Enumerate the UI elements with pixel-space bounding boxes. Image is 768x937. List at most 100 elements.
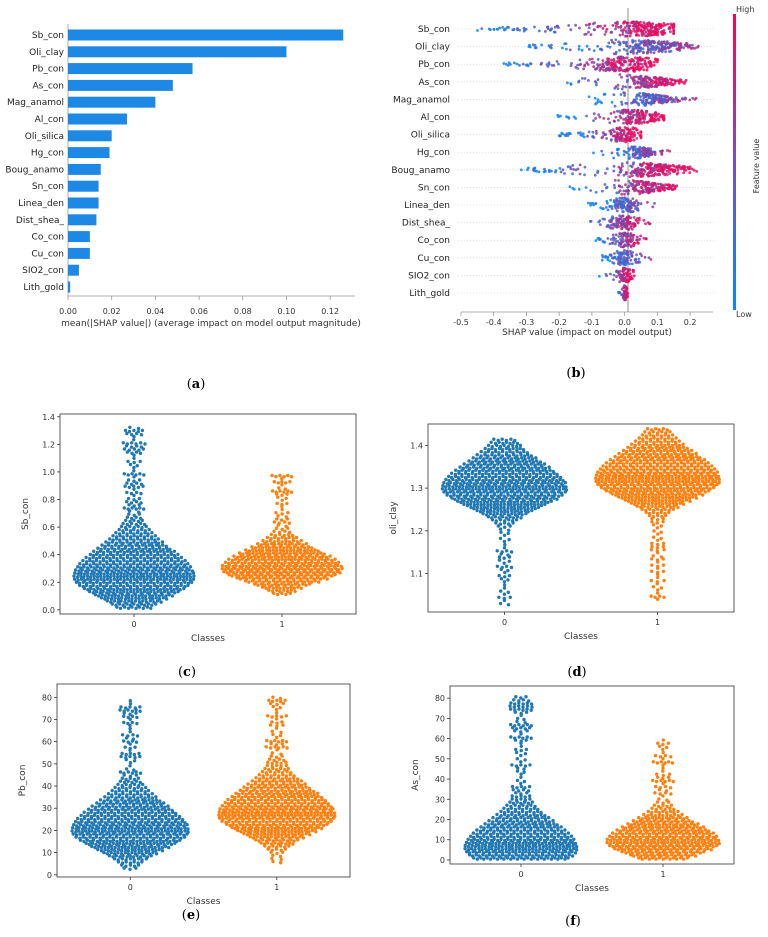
swarm-point: [135, 572, 139, 576]
swarm-point: [171, 577, 176, 581]
swarm-point: [282, 475, 286, 479]
swarm-point: [301, 543, 305, 547]
swarm-point: [493, 454, 497, 458]
swarm-point: [126, 478, 131, 482]
swarm-point: [192, 574, 196, 578]
swarm-point: [669, 487, 673, 491]
swarm-point: [270, 489, 275, 493]
swarm-point: [146, 581, 150, 586]
swarm-point: [710, 477, 715, 482]
swarm-point: [506, 568, 510, 573]
swarm-point: [479, 463, 483, 467]
shap-point: [603, 92, 607, 96]
shap-point: [612, 223, 616, 227]
swarm-point: [268, 552, 272, 556]
swarm-point: [496, 457, 500, 461]
swarm-point: [108, 563, 113, 567]
swarm-point: [310, 555, 315, 559]
swarm-point: [172, 588, 176, 592]
swarm-point: [129, 557, 133, 561]
swarm-point: [610, 480, 615, 485]
swarm-point: [514, 444, 519, 449]
swarm-point: [132, 456, 136, 460]
swarm-point: [142, 507, 146, 511]
shap-point: [623, 94, 626, 97]
shap-point: [631, 174, 634, 178]
swarm-point: [103, 597, 107, 601]
swarm-point: [676, 505, 680, 510]
swarm-point: [499, 463, 504, 467]
swarm-point: [540, 482, 544, 486]
swarm-point: [676, 490, 680, 494]
shap-point: [681, 166, 685, 170]
swarm-point: [538, 460, 543, 464]
shap-point: [641, 174, 644, 178]
swarm-point: [90, 569, 95, 573]
shap-point: [622, 272, 626, 276]
swarm-point: [626, 471, 630, 475]
swarm-point: [284, 537, 288, 541]
shap-point: [598, 63, 602, 67]
swarm-point: [517, 485, 521, 489]
swarm-point: [311, 571, 316, 575]
feature-label-Oli_clay: Oli_clay: [415, 43, 451, 53]
shap-point: [665, 77, 668, 80]
shap-point: [638, 46, 641, 50]
shap-point: [618, 280, 621, 284]
shap-point: [631, 110, 635, 114]
x-tick-label-class-1: 1: [655, 618, 660, 627]
swarm-point: [161, 547, 165, 552]
swarm-point: [135, 464, 139, 468]
swarm-point: [507, 573, 512, 578]
swarm-point: [594, 473, 599, 477]
x-tick-label: -0.1: [584, 318, 600, 327]
swarm-point: [707, 479, 711, 484]
shap-point: [619, 222, 623, 226]
shap-point: [645, 101, 648, 105]
swarm-point: [95, 575, 100, 579]
swarm-point: [478, 510, 483, 514]
shap-point: [635, 30, 638, 34]
swarm-point: [503, 575, 507, 579]
swarm-point: [178, 588, 182, 592]
swarm-point: [531, 485, 535, 489]
shap-point: [531, 43, 535, 47]
shap-point: [612, 278, 615, 281]
shap-point: [587, 47, 591, 51]
shap-point: [627, 121, 630, 124]
shap-point: [620, 87, 624, 91]
swarm-point: [660, 502, 665, 506]
swarm-point: [293, 561, 298, 566]
swarm-point: [151, 597, 155, 601]
shap-point: [650, 78, 653, 82]
beeswarm-row-As_con: [566, 73, 688, 91]
swarm-point: [484, 475, 488, 480]
swarm-point: [502, 583, 507, 587]
swarm-point: [105, 577, 110, 581]
shap-point: [653, 114, 657, 118]
swarm-point: [138, 588, 143, 592]
swarm-point: [502, 586, 507, 590]
shap-point: [651, 205, 655, 209]
swarm-point: [137, 600, 142, 604]
shap-point: [665, 40, 669, 43]
swarm-point: [680, 496, 685, 500]
shap-point: [585, 114, 588, 118]
shap-point: [638, 156, 642, 160]
shap-point: [652, 40, 656, 43]
swarm-point: [498, 522, 503, 526]
swarm-point: [451, 488, 455, 492]
shap-point: [629, 244, 633, 248]
swarm-point: [259, 543, 264, 547]
swarm-point: [269, 555, 274, 559]
shap-point: [628, 73, 632, 77]
shap-point: [660, 83, 663, 87]
swarm-point: [458, 465, 462, 469]
swarm-point: [506, 510, 510, 514]
x-tick-label: -0.3: [519, 318, 535, 327]
swarm-point: [599, 484, 603, 488]
shap-point: [635, 27, 639, 31]
swarm-point: [116, 594, 121, 598]
swarm-point: [112, 574, 116, 578]
shap-point: [631, 197, 635, 201]
